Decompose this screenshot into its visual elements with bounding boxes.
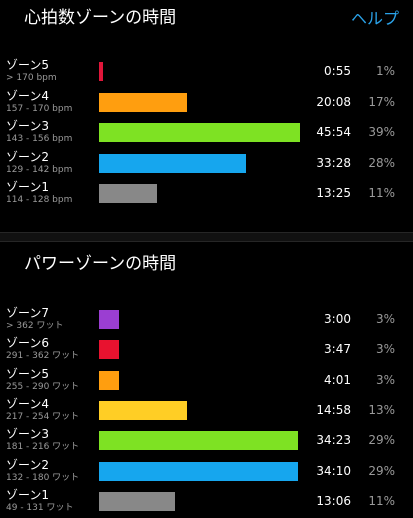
zone-percent: 11%: [368, 493, 395, 508]
zone-row: ゾーン5 > 170 bpm 0:55 1%: [0, 58, 413, 88]
zone-bar-track: [99, 400, 300, 420]
zone-time: 33:28: [316, 155, 351, 170]
power-zones-title: パワーゾーンの時間: [24, 254, 177, 274]
zone-time: 13:25: [316, 186, 351, 200]
zone-name: ゾーン5: [6, 58, 50, 72]
zone-percent: 3%: [375, 312, 395, 326]
zone-time: 4:01: [324, 372, 351, 387]
zone-row: ゾーン6 291 - 362 ワット 3:47 3%: [0, 336, 413, 366]
zone-row: ゾーン7 > 362 ワット 3:00 3%: [0, 306, 413, 336]
zone-row: ゾーン1 49 - 131 ワット 13:06 11%: [0, 488, 413, 518]
zone-bar: [99, 491, 176, 511]
zone-row: ゾーン3 181 - 216 ワット 34:23 29%: [0, 427, 413, 457]
zone-range: 291 - 362 ワット: [6, 351, 80, 362]
zone-percent: 3%: [375, 342, 395, 357]
zone-range: 157 - 170 bpm: [6, 103, 73, 114]
zone-row: ゾーン3 143 - 156 bpm 45:54 39%: [0, 119, 413, 149]
zone-percent: 13%: [368, 402, 395, 417]
zone-name: ゾーン4: [6, 396, 50, 411]
zone-bar: [99, 153, 246, 173]
help-link[interactable]: ヘルプ: [350, 9, 399, 28]
zone-percent: 29%: [368, 463, 395, 478]
zone-bar: [99, 62, 104, 81]
heart-rate-zones-title: 心拍数ゾーンの時間: [24, 8, 177, 28]
zone-bar-track: [99, 310, 300, 329]
zone-bar-track: [99, 340, 300, 360]
zone-name: ゾーン6: [6, 336, 50, 351]
zone-range: > 362 ワット: [6, 321, 64, 331]
zone-bar: [99, 370, 120, 390]
zone-name: ゾーン2: [6, 457, 50, 472]
zone-bar-track: [99, 123, 300, 142]
zone-range: 132 - 180 ワット: [6, 472, 80, 483]
zone-range: 49 - 131 ワット: [6, 502, 74, 513]
zone-percent: 29%: [368, 433, 395, 448]
zone-row: ゾーン1 114 - 128 bpm 13:25 11%: [0, 180, 413, 210]
zone-name: ゾーン5: [6, 366, 50, 381]
zone-range: 217 - 254 ワット: [6, 411, 80, 422]
zone-row: ゾーン2 132 - 180 ワット 34:10 29%: [0, 458, 413, 488]
zone-name: ゾーン4: [6, 88, 50, 103]
zone-time: 3:00: [324, 312, 351, 326]
zone-bar-track: [99, 153, 300, 173]
zone-bar: [99, 92, 188, 112]
section-divider: [0, 232, 413, 242]
zone-time: 45:54: [316, 125, 351, 139]
zone-range: 255 - 290 ワット: [6, 381, 80, 392]
zone-name: ゾーン1: [6, 180, 50, 194]
zone-name: ゾーン7: [6, 306, 50, 320]
zone-bar: [99, 431, 298, 451]
zone-row: ゾーン4 157 - 170 bpm 20:08 17%: [0, 89, 413, 119]
zone-percent: 1%: [375, 64, 395, 78]
zone-row: ゾーン4 217 - 254 ワット 14:58 13%: [0, 397, 413, 427]
zone-bar-track: [99, 370, 300, 390]
zone-range: 114 - 128 bpm: [6, 195, 73, 205]
zone-bar: [99, 340, 120, 360]
zone-time: 20:08: [316, 94, 351, 109]
zone-percent: 17%: [368, 94, 395, 109]
zone-bar-track: [99, 62, 300, 81]
zone-bar: [99, 184, 158, 203]
zone-range: 143 - 156 bpm: [6, 134, 73, 144]
zone-time: 3:47: [324, 342, 351, 357]
zone-row: ゾーン2 129 - 142 bpm 33:28 28%: [0, 150, 413, 180]
zone-range: 129 - 142 bpm: [6, 164, 73, 175]
zone-time: 13:06: [316, 493, 351, 508]
zone-time: 34:23: [316, 433, 351, 448]
zone-name: ゾーン3: [6, 119, 50, 133]
zone-bar-track: [99, 461, 300, 481]
power-zones-panel: パワーゾーンの時間 ゾーン7 > 362 ワット 3:00 3% ゾーン6 291 - 3…: [0, 242, 413, 513]
zone-bar-track: [99, 184, 300, 203]
heart-rate-zones-panel: 心拍数ゾーンの時間 ヘルプ ゾーン5 > 170 bpm 0:55 1% ゾーン4 157…: [0, 0, 413, 232]
zone-time: 34:10: [316, 463, 351, 478]
zone-bar: [99, 400, 188, 420]
zone-bar: [99, 310, 120, 329]
zone-name: ゾーン3: [6, 427, 50, 442]
zone-percent: 11%: [368, 186, 395, 200]
zone-time: 14:58: [316, 402, 351, 417]
zone-percent: 39%: [368, 125, 395, 139]
zone-row: ゾーン5 255 - 290 ワット 4:01 3%: [0, 367, 413, 397]
zone-time: 0:55: [324, 64, 351, 78]
zone-bar: [99, 123, 300, 142]
zone-name: ゾーン2: [6, 149, 50, 164]
zone-bar-track: [99, 431, 300, 451]
zone-bar-track: [99, 92, 300, 112]
zone-range: 181 - 216 ワット: [6, 442, 80, 453]
zone-name: ゾーン1: [6, 487, 50, 502]
zone-range: > 170 bpm: [6, 73, 57, 83]
zone-percent: 3%: [375, 372, 395, 387]
zone-percent: 28%: [368, 155, 395, 170]
zone-bar: [99, 461, 298, 481]
zone-bar-track: [99, 491, 300, 511]
